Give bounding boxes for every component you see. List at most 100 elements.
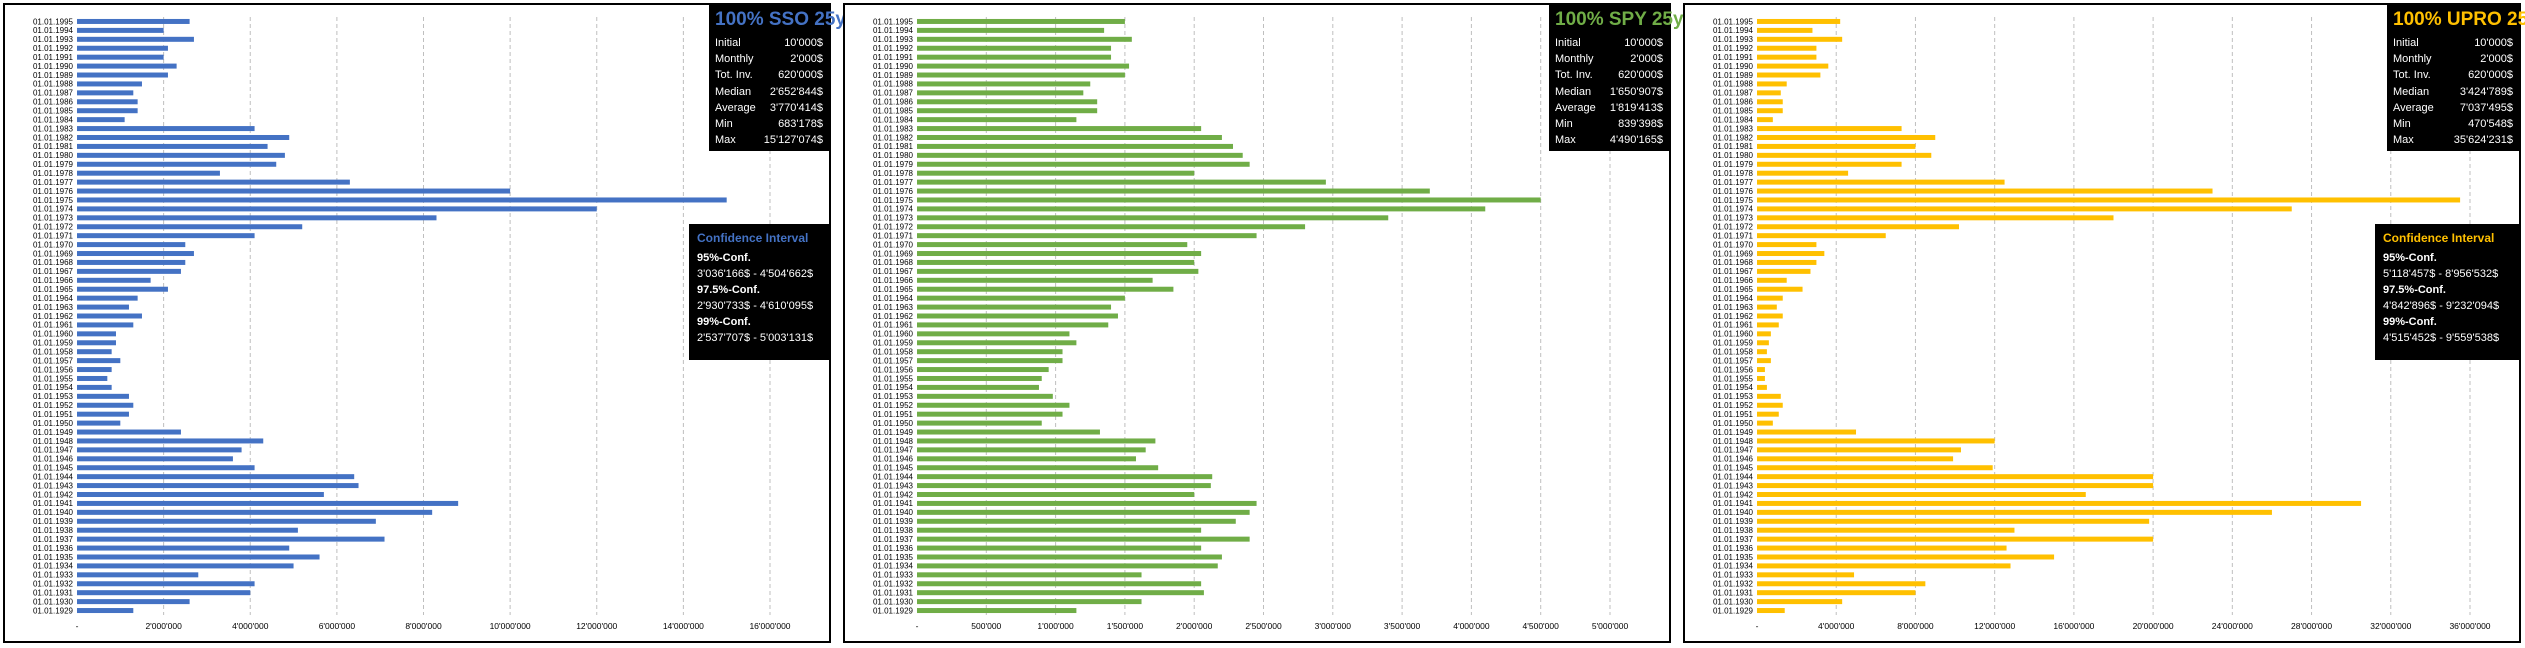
category-label: 01.01.1995 <box>873 17 914 26</box>
category-label: 01.01.1992 <box>1713 44 1754 53</box>
x-tick-label: 28'000'000 <box>2291 621 2332 631</box>
category-label: 01.01.1952 <box>33 401 74 410</box>
bar <box>1757 340 1769 346</box>
bar <box>917 313 1118 319</box>
conf-range: 5'118'457$ - 8'956'532$ <box>2383 268 2499 280</box>
category-label: 01.01.1961 <box>873 321 914 330</box>
category-label: 01.01.1955 <box>33 374 74 383</box>
category-label: 01.01.1967 <box>1713 267 1754 276</box>
bar <box>77 251 194 257</box>
bar <box>917 322 1109 328</box>
category-label: 01.01.1986 <box>1713 98 1754 107</box>
category-label: 01.01.1989 <box>1713 71 1754 80</box>
bar <box>1757 304 1777 310</box>
bar <box>1757 18 1841 24</box>
category-label: 01.01.1969 <box>873 249 914 258</box>
category-label: 01.01.1988 <box>1713 80 1754 89</box>
stats-row: Initial 10'000$ <box>715 37 823 49</box>
category-label: 01.01.1932 <box>873 580 914 589</box>
conf-label: 95%-Conf. <box>2383 252 2437 264</box>
category-label: 01.01.1974 <box>1713 205 1754 214</box>
category-label: 01.01.1970 <box>1713 240 1754 249</box>
conf-label: 97.5%-Conf. <box>697 284 760 296</box>
bar <box>917 277 1153 283</box>
bar <box>77 152 285 158</box>
category-label: 01.01.1994 <box>1713 26 1754 35</box>
bar <box>917 447 1146 453</box>
category-label: 01.01.1962 <box>33 312 74 321</box>
category-label: 01.01.1979 <box>1713 160 1754 169</box>
category-label: 01.01.1943 <box>873 481 914 490</box>
category-label: 01.01.1945 <box>33 464 74 473</box>
bar <box>1757 179 2005 185</box>
category-label: 01.01.1975 <box>33 196 74 205</box>
x-tick-label: 4'000'000 <box>1453 621 1490 631</box>
category-label: 01.01.1957 <box>1713 356 1754 365</box>
bar <box>77 340 116 346</box>
category-label: 01.01.1938 <box>33 526 74 535</box>
category-label: 01.01.1964 <box>1713 294 1754 303</box>
bar <box>1757 188 2213 194</box>
category-label: 01.01.1931 <box>873 588 914 597</box>
bar <box>1757 518 2150 524</box>
category-label: 01.01.1941 <box>1713 499 1754 508</box>
category-label: 01.01.1939 <box>33 517 74 526</box>
category-label: 01.01.1981 <box>33 142 74 151</box>
category-label: 01.01.1978 <box>873 169 914 178</box>
bar <box>1757 54 1817 60</box>
bar <box>77 143 268 149</box>
category-label: 01.01.1944 <box>1713 472 1754 481</box>
stats-title: 100% SPY 25y <box>1555 9 1684 30</box>
bar <box>917 590 1204 596</box>
bar <box>77 295 138 301</box>
bar <box>917 420 1042 426</box>
category-label: 01.01.1974 <box>33 205 74 214</box>
bar <box>1757 81 1787 87</box>
bar <box>917 18 1125 24</box>
bar <box>77 63 177 69</box>
category-label: 01.01.1948 <box>33 437 74 446</box>
category-label: 01.01.1971 <box>873 231 914 240</box>
bar <box>917 99 1098 105</box>
bar-chart-sso: - 2'000'000 4'000'000 6'000'000 8'000'000 10'… <box>33 17 791 631</box>
bar <box>77 456 233 462</box>
stats-row: Max 15'127'074$ <box>715 134 823 147</box>
category-label: 01.01.1976 <box>1713 187 1754 196</box>
bar <box>1757 563 2011 569</box>
x-tick-label: 8'000'000 <box>405 621 442 631</box>
bar <box>77 563 294 569</box>
bar <box>917 545 1202 551</box>
category-label: 01.01.1936 <box>873 544 914 553</box>
category-label: 01.01.1947 <box>1713 446 1754 455</box>
category-label: 01.01.1940 <box>873 508 914 517</box>
bar <box>77 161 277 167</box>
category-label: 01.01.1954 <box>873 383 914 392</box>
category-label: 01.01.1965 <box>873 285 914 294</box>
bar <box>1757 331 1771 337</box>
category-label: 01.01.1930 <box>1713 597 1754 606</box>
category-label: 01.01.1983 <box>1713 124 1754 133</box>
bar <box>917 581 1202 587</box>
category-label: 01.01.1934 <box>33 562 74 571</box>
conf-label: 97.5%-Conf. <box>2383 284 2446 296</box>
bar <box>917 563 1218 569</box>
category-label: 01.01.1959 <box>1713 339 1754 348</box>
bar <box>1757 420 1773 426</box>
bar <box>77 134 290 140</box>
category-label: 01.01.1949 <box>873 428 914 437</box>
category-label: 01.01.1987 <box>1713 89 1754 98</box>
category-label: 01.01.1977 <box>873 178 914 187</box>
category-label: 01.01.1968 <box>1713 258 1754 267</box>
category-label: 01.01.1951 <box>1713 410 1754 419</box>
category-label: 01.01.1952 <box>1713 401 1754 410</box>
bar <box>1757 313 1783 319</box>
x-tick-label: 4'000'000 <box>232 621 269 631</box>
category-label: 01.01.1979 <box>33 160 74 169</box>
bar <box>77 509 433 515</box>
x-tick-label: 2'500'000 <box>1245 621 1282 631</box>
confidence-box-upro: Confidence Interval 95%-Conf. 5'118'457$… <box>2375 224 2519 360</box>
x-tick-label: 32'000'000 <box>2370 621 2411 631</box>
category-label: 01.01.1977 <box>1713 178 1754 187</box>
category-label: 01.01.1937 <box>873 535 914 544</box>
stats-row: Max 35'624'231$ <box>2393 134 2513 147</box>
